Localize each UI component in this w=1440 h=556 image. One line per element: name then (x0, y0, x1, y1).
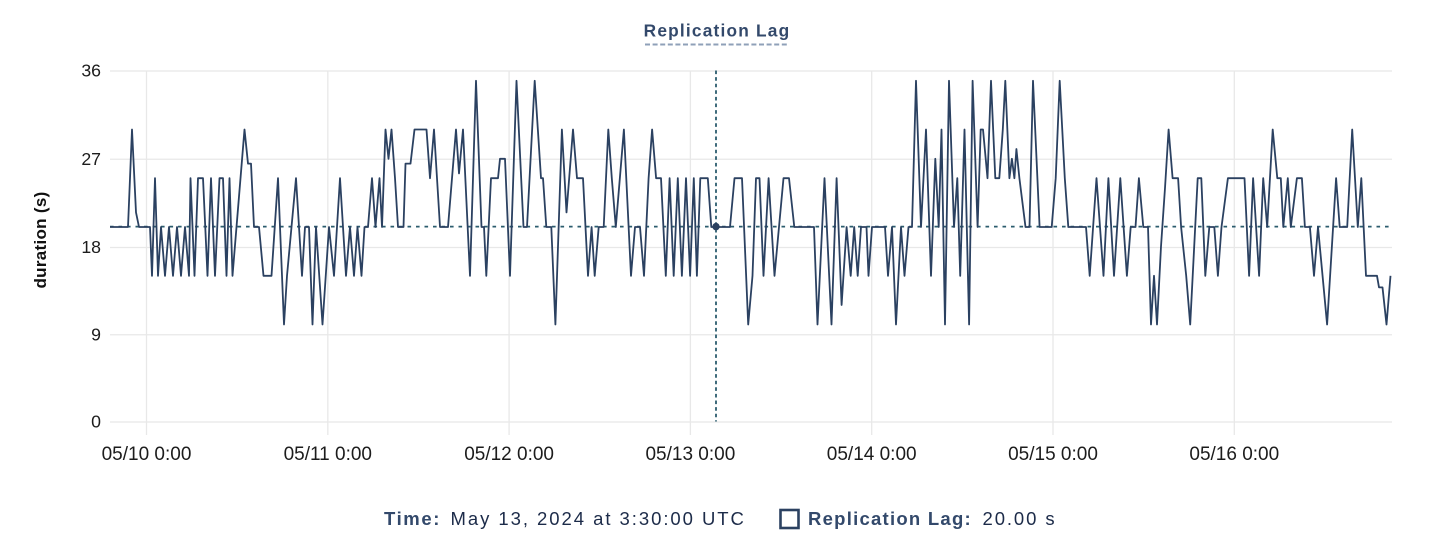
svg-text:27: 27 (81, 149, 101, 169)
svg-text:duration (s): duration (s) (31, 191, 50, 288)
svg-text:18: 18 (81, 237, 101, 257)
svg-text:05/15 0:00: 05/15 0:00 (1008, 444, 1098, 465)
svg-text:36: 36 (81, 61, 101, 81)
svg-text:9: 9 (91, 324, 101, 344)
svg-text:05/13 0:00: 05/13 0:00 (645, 444, 735, 465)
svg-text:May 13, 2024 at 3:30:00 UTC: May 13, 2024 at 3:30:00 UTC (451, 508, 746, 529)
svg-text:05/14 0:00: 05/14 0:00 (827, 444, 917, 465)
svg-text:Time:: Time: (384, 508, 441, 529)
svg-text:05/12 0:00: 05/12 0:00 (464, 444, 554, 465)
svg-text:05/11 0:00: 05/11 0:00 (284, 444, 372, 465)
svg-text:05/16 0:00: 05/16 0:00 (1189, 444, 1279, 465)
svg-text:0: 0 (91, 412, 101, 432)
svg-text:05/10 0:00: 05/10 0:00 (102, 444, 192, 465)
svg-text:Replication Lag: Replication Lag (644, 21, 791, 41)
svg-text:20.00 s: 20.00 s (983, 508, 1057, 529)
svg-text:Replication Lag:: Replication Lag: (808, 508, 972, 529)
